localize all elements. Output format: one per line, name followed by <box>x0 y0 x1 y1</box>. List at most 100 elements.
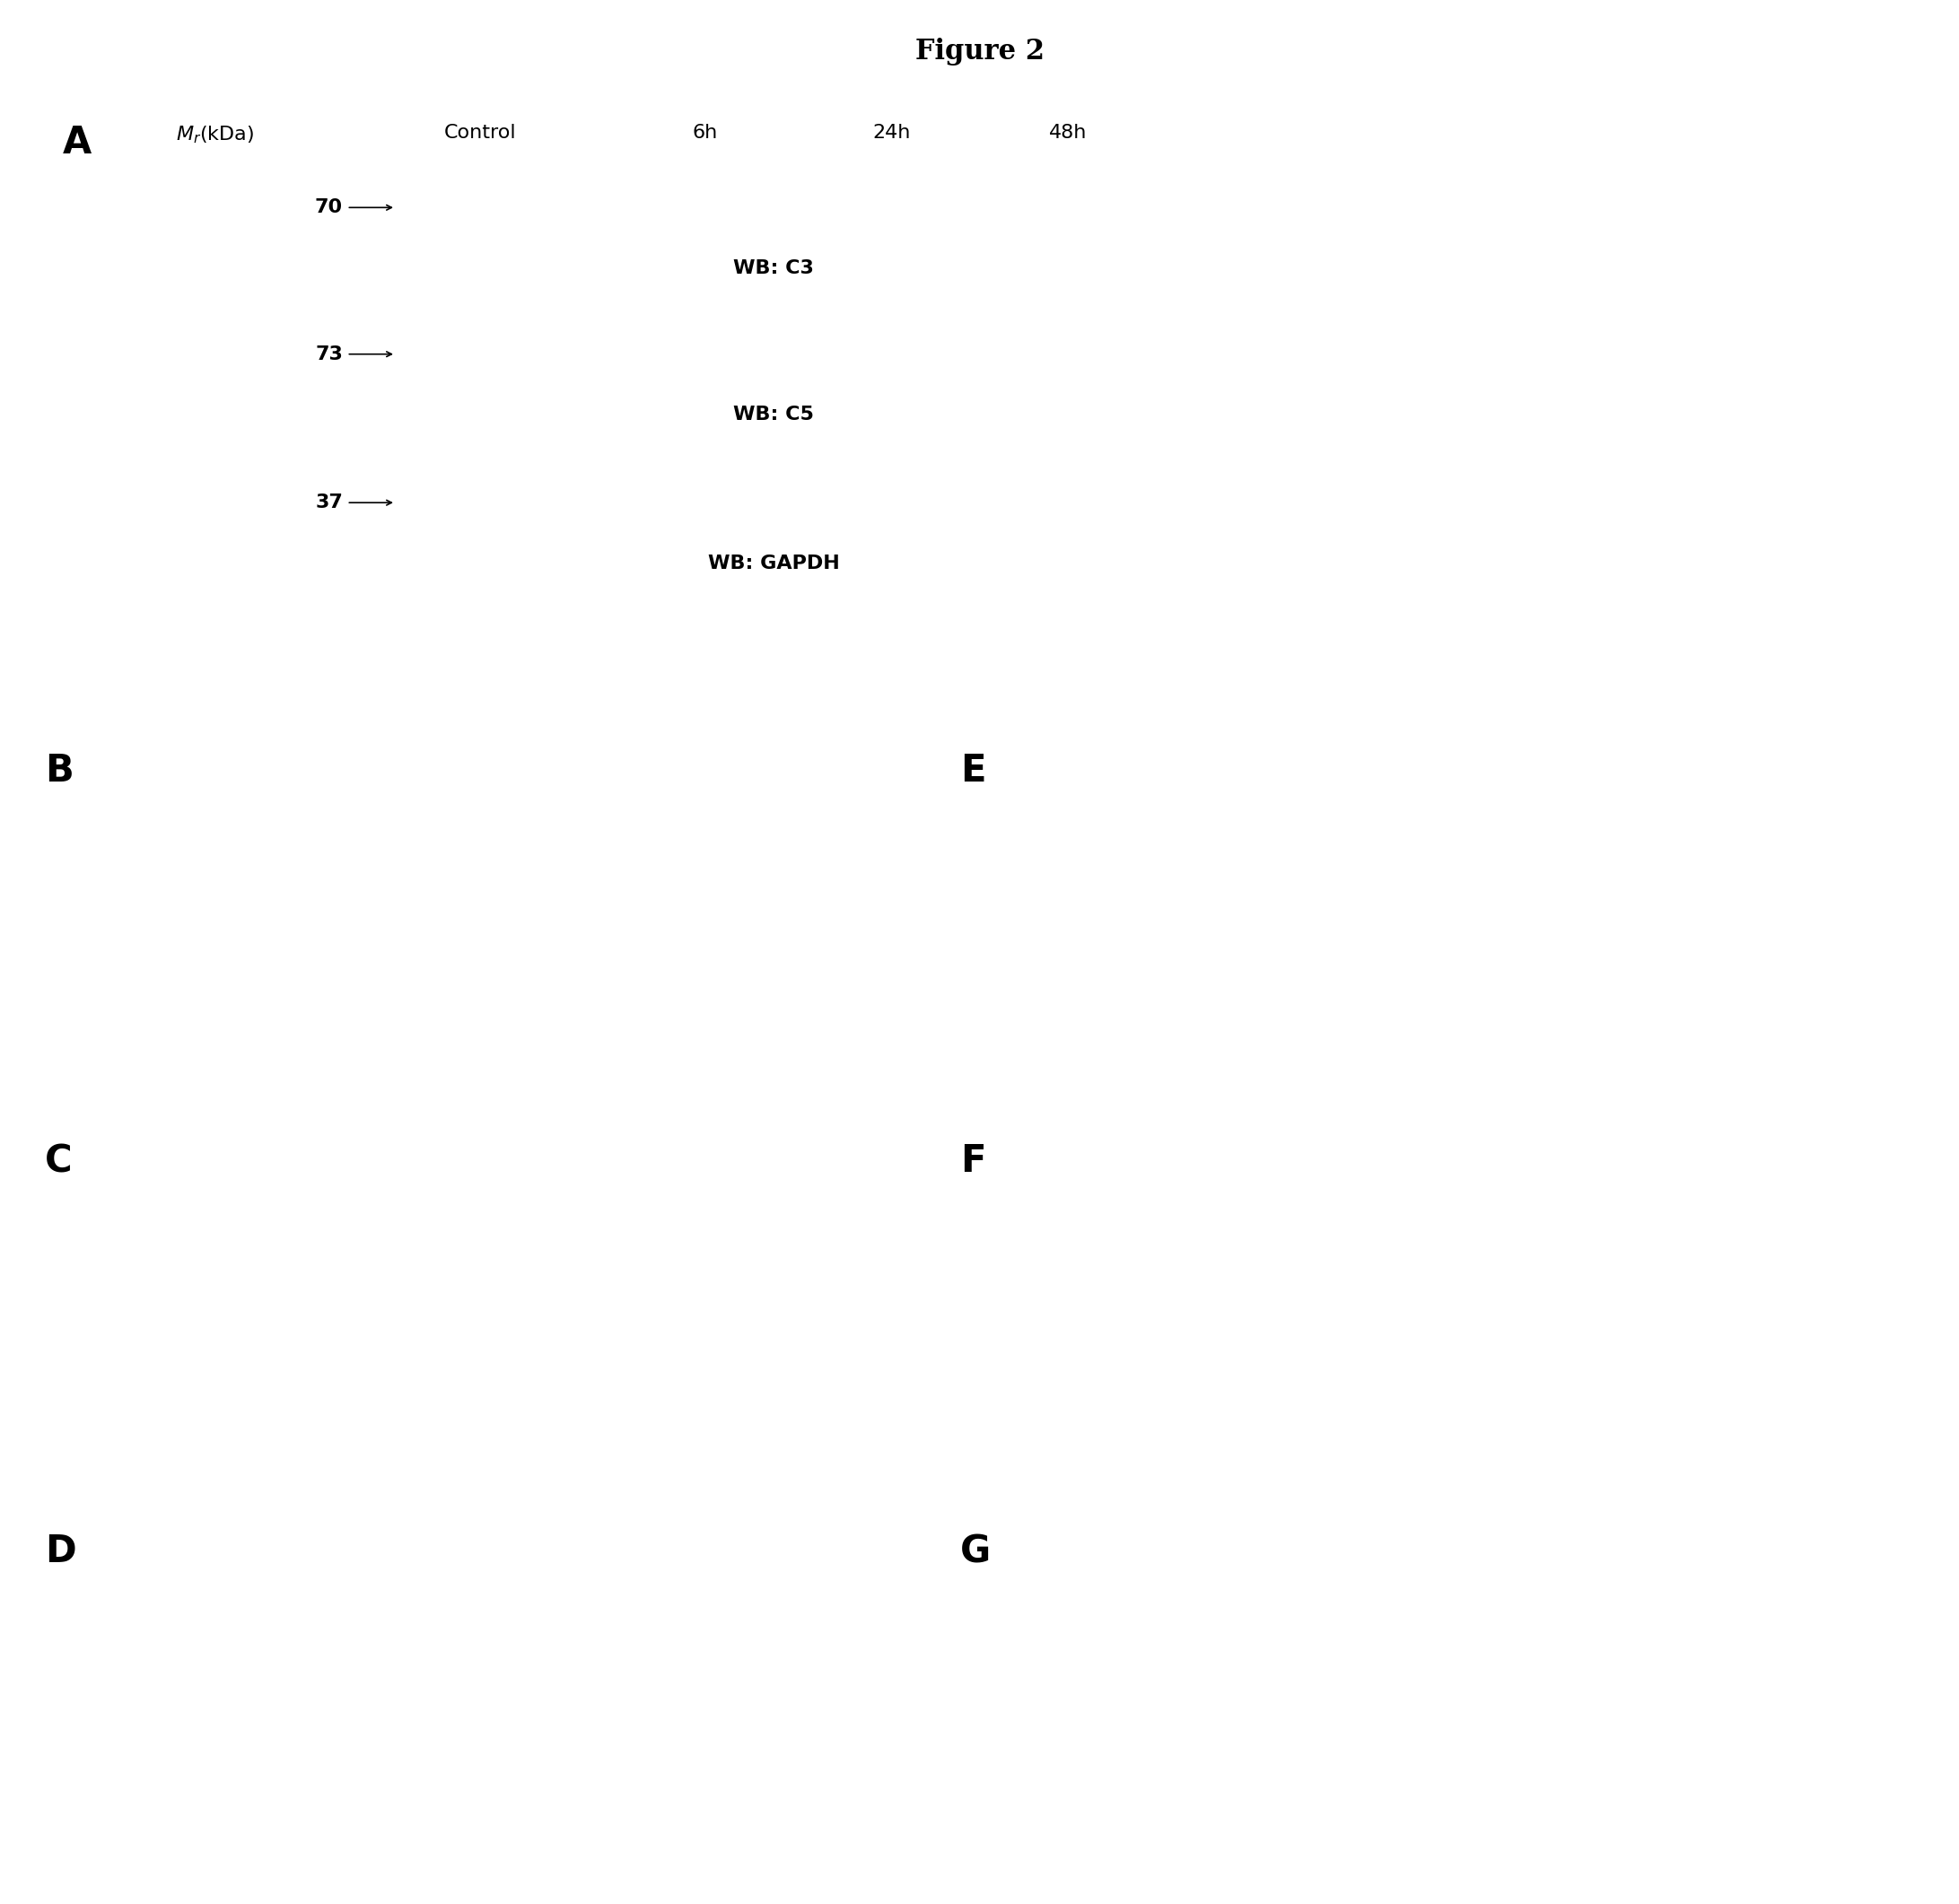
Circle shape <box>392 843 404 849</box>
Circle shape <box>502 1146 519 1154</box>
Circle shape <box>887 1222 907 1230</box>
Circle shape <box>742 1616 766 1628</box>
Circle shape <box>456 1188 468 1194</box>
Circle shape <box>670 1582 686 1590</box>
Circle shape <box>697 1529 721 1538</box>
Circle shape <box>1734 1725 1742 1729</box>
Circle shape <box>880 1580 887 1584</box>
Circle shape <box>938 1556 964 1567</box>
Circle shape <box>419 1628 443 1637</box>
Circle shape <box>1340 954 1356 960</box>
Circle shape <box>1070 1879 1121 1900</box>
Circle shape <box>509 870 529 878</box>
Circle shape <box>592 1154 609 1161</box>
Circle shape <box>791 1590 809 1597</box>
Circle shape <box>413 1573 431 1580</box>
Circle shape <box>1132 960 1154 969</box>
Circle shape <box>762 941 768 944</box>
Circle shape <box>217 849 225 853</box>
Circle shape <box>635 803 664 815</box>
Circle shape <box>623 1565 633 1569</box>
Circle shape <box>909 1177 925 1182</box>
Circle shape <box>292 830 302 834</box>
Circle shape <box>372 1213 398 1224</box>
Circle shape <box>719 1544 737 1554</box>
Circle shape <box>1759 1881 1773 1887</box>
Circle shape <box>1140 1754 1158 1761</box>
Circle shape <box>515 1538 541 1550</box>
Circle shape <box>1126 1359 1146 1369</box>
Circle shape <box>1207 1377 1217 1380</box>
Circle shape <box>607 1059 625 1064</box>
Circle shape <box>357 1548 382 1559</box>
Circle shape <box>284 1201 300 1209</box>
Circle shape <box>188 1607 214 1618</box>
Circle shape <box>701 1238 719 1245</box>
Circle shape <box>556 977 566 981</box>
Circle shape <box>443 1533 453 1537</box>
Text: WB: GAPDH: WB: GAPDH <box>707 554 840 571</box>
Circle shape <box>411 1704 433 1714</box>
Circle shape <box>472 1596 494 1605</box>
Circle shape <box>670 1615 686 1622</box>
Circle shape <box>578 891 584 895</box>
Circle shape <box>831 878 848 885</box>
Circle shape <box>1201 1872 1222 1881</box>
Circle shape <box>533 1348 539 1352</box>
Circle shape <box>605 1219 619 1224</box>
Circle shape <box>1667 1824 1700 1839</box>
Text: 73: 73 <box>315 345 343 364</box>
Circle shape <box>288 1140 311 1150</box>
Circle shape <box>374 1154 386 1158</box>
Circle shape <box>272 1565 292 1573</box>
Circle shape <box>437 1179 454 1186</box>
Bar <box>1013 209 1068 227</box>
Circle shape <box>255 1274 270 1279</box>
Circle shape <box>484 1192 505 1200</box>
Circle shape <box>576 1607 601 1618</box>
Circle shape <box>427 1546 435 1550</box>
Circle shape <box>711 1622 735 1632</box>
Circle shape <box>1712 1875 1751 1891</box>
Circle shape <box>370 1152 394 1161</box>
Circle shape <box>343 1281 357 1287</box>
Circle shape <box>615 1207 637 1219</box>
Circle shape <box>165 849 176 853</box>
Circle shape <box>478 805 505 817</box>
Circle shape <box>376 1226 398 1236</box>
Circle shape <box>725 1203 733 1207</box>
Circle shape <box>290 1577 319 1588</box>
Circle shape <box>505 1339 521 1346</box>
Circle shape <box>584 1573 592 1577</box>
Circle shape <box>1350 1858 1363 1864</box>
Circle shape <box>437 1163 447 1167</box>
Circle shape <box>1371 1339 1381 1342</box>
Circle shape <box>300 824 323 834</box>
Circle shape <box>866 1556 884 1563</box>
Circle shape <box>339 1323 358 1331</box>
Circle shape <box>400 1152 423 1161</box>
Circle shape <box>421 1152 435 1158</box>
Text: PR: PR <box>509 1559 533 1578</box>
Circle shape <box>1330 1877 1350 1885</box>
Circle shape <box>1740 1851 1779 1868</box>
Circle shape <box>264 1637 288 1647</box>
Circle shape <box>746 1165 768 1173</box>
Circle shape <box>938 1596 956 1603</box>
Circle shape <box>278 1672 288 1677</box>
Circle shape <box>940 1015 954 1021</box>
Circle shape <box>168 954 182 960</box>
Circle shape <box>799 1219 813 1224</box>
Circle shape <box>1679 1835 1696 1841</box>
Circle shape <box>484 1626 507 1636</box>
Circle shape <box>1379 1658 1387 1662</box>
Circle shape <box>764 1226 772 1230</box>
Circle shape <box>776 1158 797 1167</box>
Circle shape <box>840 1538 854 1544</box>
Circle shape <box>778 1628 805 1639</box>
Circle shape <box>484 901 498 906</box>
Circle shape <box>292 1609 300 1613</box>
Circle shape <box>1675 1868 1716 1885</box>
Circle shape <box>507 918 513 920</box>
Circle shape <box>535 918 550 925</box>
